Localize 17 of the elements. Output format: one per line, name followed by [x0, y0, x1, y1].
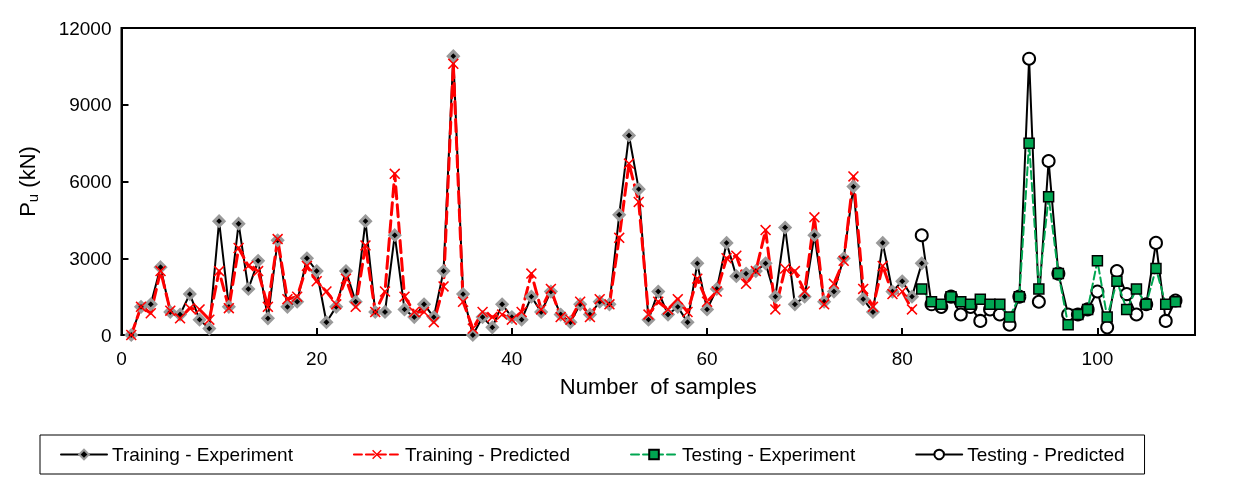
x-axis-title: Number of samples: [559, 373, 757, 399]
legend-label: Testing - Experiment: [682, 444, 856, 465]
x-tick-label: 0: [116, 348, 127, 369]
legend-label: Training - Experiment: [112, 444, 294, 465]
y-tick-label: 12000: [58, 17, 112, 39]
y-tick-label: 6000: [69, 171, 112, 192]
y-tick-label: 9000: [69, 94, 112, 116]
x-tick-label: 80: [891, 348, 913, 369]
x-tick-label: 60: [696, 348, 718, 369]
legend-label: Training - Predicted: [404, 444, 571, 465]
y-tick-label: 3000: [69, 247, 112, 269]
y-axis-title: Pu (kN): [14, 146, 41, 217]
x-tick-label: 40: [501, 348, 523, 369]
x-tick-label: 20: [306, 348, 328, 369]
y-tick-label: 0: [100, 324, 112, 346]
legend-label: Testing - Predicted: [967, 444, 1125, 465]
x-tick-label: 100: [1081, 348, 1114, 369]
